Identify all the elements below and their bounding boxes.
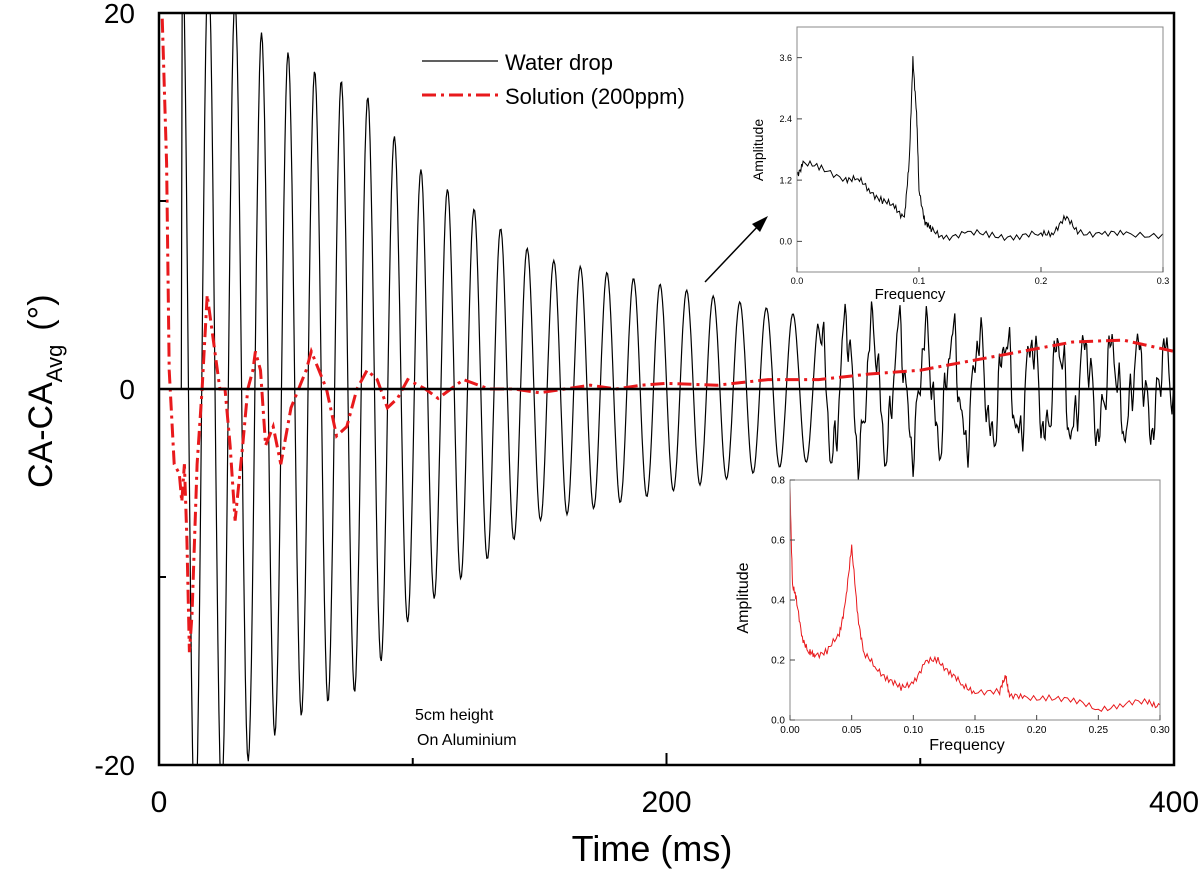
inset-bottom-y-label: Amplitude	[735, 562, 752, 633]
y-axis-label: CA-CAAvg(°)	[22, 294, 67, 488]
series-solution	[160, 13, 1174, 653]
ib-y-tick-label: 0.2	[771, 656, 785, 667]
it-x-tick-label: 0.1	[913, 276, 926, 286]
inset-arrow	[704, 216, 768, 283]
x-tick-label: 200	[641, 786, 691, 819]
inset-bottom-x-label: Frequency	[929, 737, 1005, 754]
inset-top-y-label: Amplitude	[750, 119, 766, 181]
legend-label-water: Water drop	[505, 50, 613, 75]
inset-top-plot: 0.0 0.1 0.2 0.3 0.0 1.2 2.4 3.6 Frequency Amplitu…	[750, 26, 1170, 303]
x-axis-label: Time (ms)	[572, 828, 733, 869]
it-x-tick-label: 0.2	[1035, 276, 1048, 286]
ib-x-tick-label: 0.15	[965, 725, 985, 736]
x-tick-label: 0	[151, 786, 168, 819]
annotation-line-1: 5cm height	[415, 707, 494, 724]
y-tick-label: 0	[119, 374, 135, 405]
it-y-tick-label: 2.4	[779, 114, 792, 124]
x-tick-label: 400	[1149, 786, 1199, 819]
y-tick-label: -20	[95, 750, 135, 781]
ib-x-tick-label: 0.20	[1027, 725, 1047, 736]
ib-y-tick-label: 0.8	[771, 476, 785, 487]
ib-x-tick-label: 0.00	[780, 725, 800, 736]
ib-y-tick-label: 0.6	[771, 536, 785, 547]
ib-x-tick-label: 0.30	[1150, 725, 1170, 736]
y-tick-label: 20	[104, 0, 135, 29]
it-y-tick-label: 1.2	[779, 175, 792, 185]
inset-top-x-label: Frequency	[875, 286, 946, 303]
ib-y-tick-label: 0.0	[771, 716, 785, 727]
main-plot: 0 200 400 -20 0 20 Time (ms) CA-CAAvg(°)	[22, 0, 1199, 869]
inset-bottom-plot: 0.00 0.05 0.10 0.15 0.20 0.25 0.30 0.0 0.2 0.4 0.6…	[735, 476, 1170, 755]
legend-label-solution: Solution (200ppm)	[505, 84, 685, 109]
annotation-line-2: On Aluminium	[417, 732, 517, 749]
ib-x-tick-label: 0.10	[904, 725, 924, 736]
it-x-tick-label: 0.0	[791, 276, 804, 286]
it-x-tick-label: 0.3	[1157, 276, 1170, 286]
ib-x-tick-label: 0.25	[1089, 725, 1109, 736]
ib-series-line	[789, 485, 1161, 712]
ib-y-tick-label: 0.4	[771, 596, 785, 607]
legend: Water drop Solution (200ppm)	[422, 50, 685, 109]
inset-top-frame	[796, 26, 1164, 273]
it-y-tick-label: 0.0	[779, 237, 792, 247]
ib-x-tick-label: 0.05	[842, 725, 862, 736]
it-y-tick-label: 3.6	[779, 53, 792, 63]
condition-annotation: 5cm height On Aluminium	[415, 707, 517, 749]
it-series-line	[796, 56, 1164, 242]
